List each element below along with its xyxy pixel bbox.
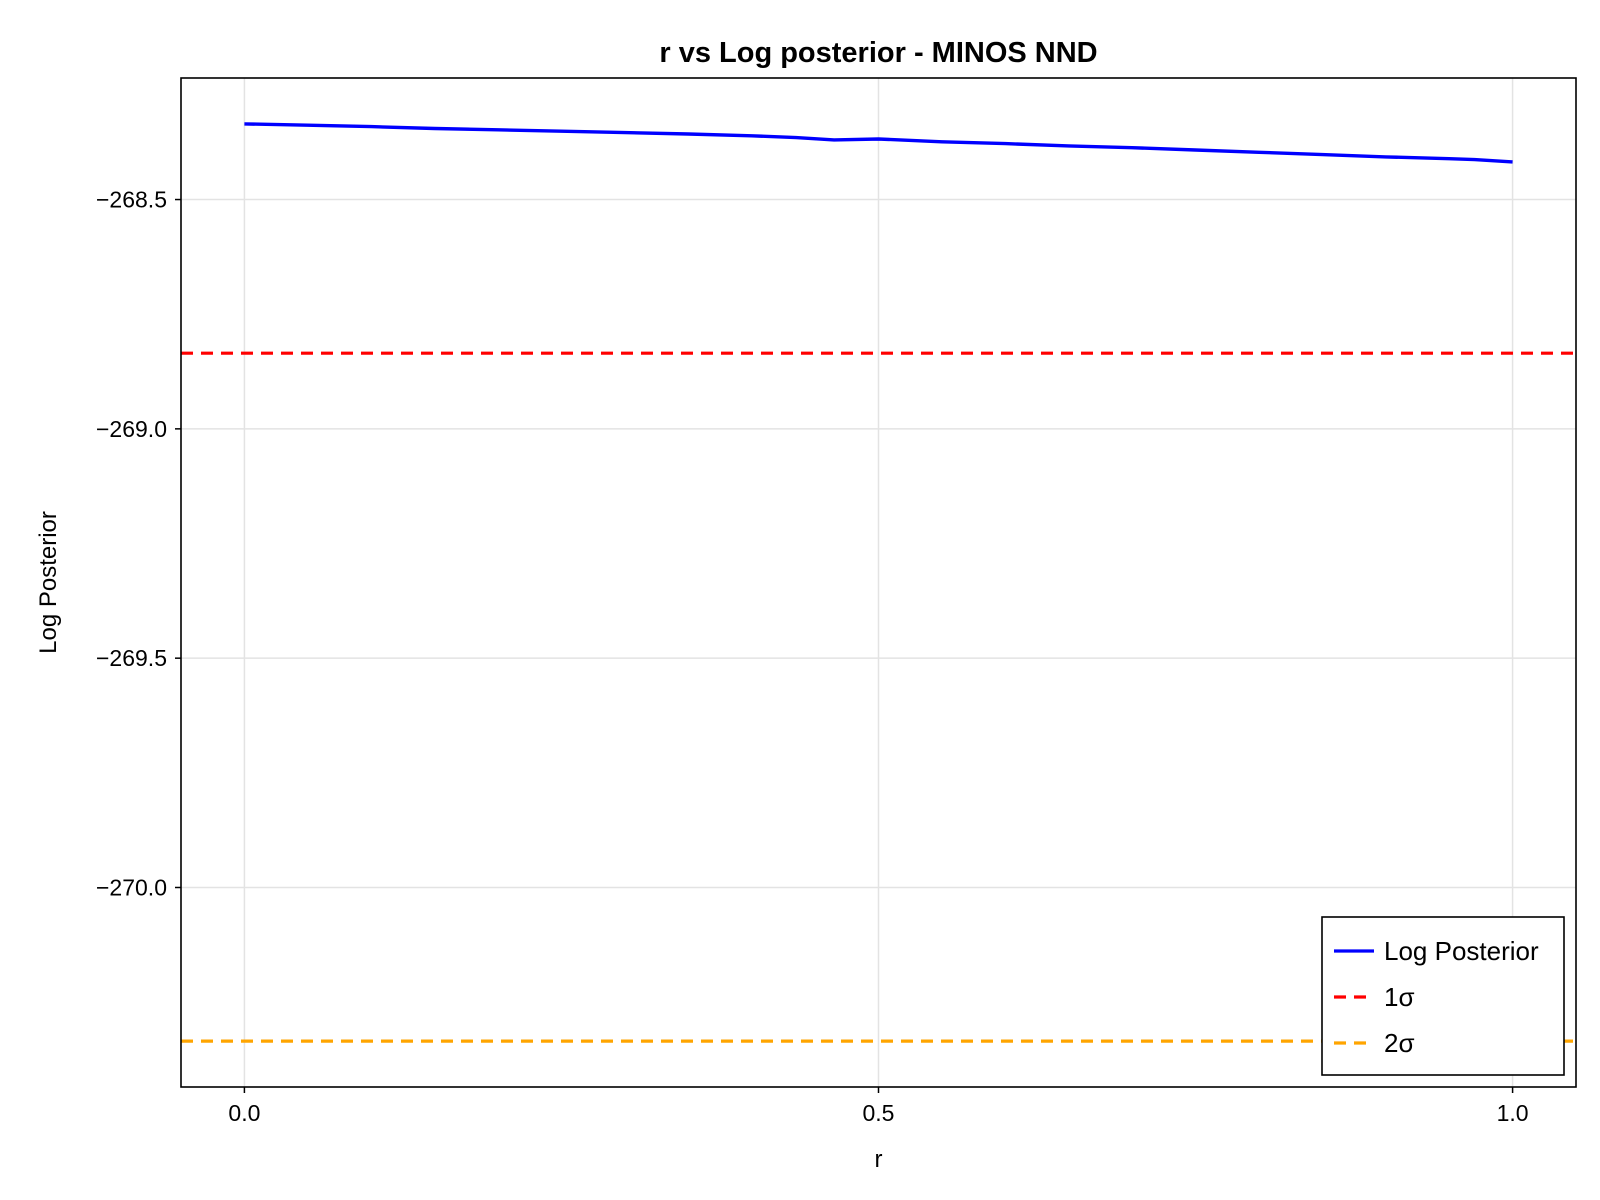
x-axis-label: r xyxy=(875,1146,883,1173)
grid-lines xyxy=(181,78,1576,1087)
y-tick-label: −269.5 xyxy=(96,645,167,671)
x-tick-label: 1.0 xyxy=(1497,1100,1529,1126)
y-axis-label: Log Posterior xyxy=(35,511,62,654)
y-tick-label: −270.0 xyxy=(96,874,167,900)
y-tick-label: −269.0 xyxy=(96,416,167,442)
legend-label-1sigma: 1σ xyxy=(1384,982,1415,1012)
y-axis-ticks: −268.5 −269.0 −269.5 −270.0 xyxy=(96,187,181,900)
chart-title: r vs Log posterior - MINOS NND xyxy=(659,37,1097,69)
series-log-posterior-line xyxy=(244,122,1513,164)
legend-label-log-posterior: Log Posterior xyxy=(1384,936,1539,966)
legend: Log Posterior 1σ 2σ xyxy=(1321,916,1565,1076)
x-axis-ticks: 0.0 0.5 1.0 xyxy=(228,1087,1529,1126)
y-tick-label: −268.5 xyxy=(96,187,167,213)
x-tick-label: 0.5 xyxy=(863,1100,895,1126)
legend-label-2sigma: 2σ xyxy=(1384,1028,1415,1058)
x-tick-label: 0.0 xyxy=(228,1100,260,1126)
